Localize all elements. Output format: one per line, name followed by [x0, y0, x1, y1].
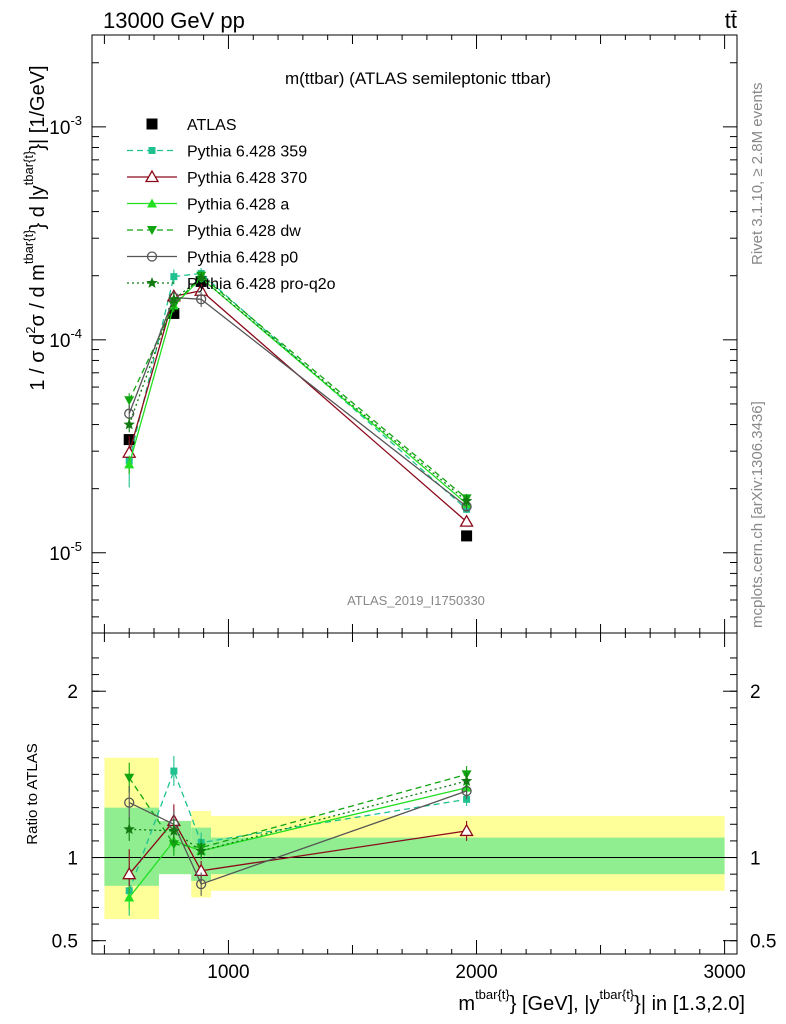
ratio-data-point	[195, 844, 207, 856]
y-tick-base: 10	[49, 118, 70, 139]
ratio-data-point	[122, 866, 137, 880]
ylabel-part-d: }| [1/GeV]	[27, 65, 49, 150]
legend: ATLAS Pythia 6.428 359 Pythia 6.428 370 Pyt…	[127, 117, 336, 293]
legend-marker	[148, 147, 156, 154]
data-point	[124, 396, 135, 406]
ratio-y-tick-label-right: 2	[750, 682, 761, 703]
ratio-data-point	[168, 824, 180, 836]
data-point	[168, 307, 180, 319]
ratio-y-tick-label-right: 1	[750, 849, 761, 870]
ratio-data-point	[124, 797, 135, 808]
ratio-data-point	[124, 773, 135, 783]
series-line	[128, 274, 468, 499]
data-point	[195, 272, 207, 283]
y-tick-label: 10-3	[49, 113, 82, 139]
y-tick-label: 10-5	[49, 539, 82, 565]
series-line	[128, 296, 468, 508]
uncertainty-band-inner	[211, 837, 725, 875]
ratio-data-point	[459, 823, 474, 837]
data-point	[459, 514, 474, 527]
ratio-y-tick-label: 1	[67, 849, 78, 870]
ratio-y-tick-label: 2	[67, 682, 78, 703]
data-point	[123, 418, 135, 430]
ratio-series-line	[128, 790, 467, 885]
energy-label: 13000 GeV pp	[103, 8, 245, 33]
ratio-data-point	[124, 892, 135, 902]
legend-label: Pythia 6.428 pro-q2o	[187, 276, 336, 293]
ratio-y-tick-label-right: 0.5	[750, 932, 776, 953]
data-point	[461, 530, 473, 542]
ratio-data-point	[123, 823, 135, 835]
legend-marker	[147, 198, 157, 208]
y-tick-base: 10	[49, 544, 70, 565]
legend-marker	[144, 169, 160, 183]
y-tick-exponent: -5	[70, 539, 82, 554]
analysis-watermark: ATLAS_2019_I1750330	[347, 593, 485, 608]
series-line	[128, 277, 468, 502]
ylabel-sup-rap: tbar{t}	[21, 150, 36, 185]
main-title: m(ttbar) (ATLAS semileptonic ttbar)	[285, 69, 551, 88]
source-label: mcplots.cern.ch [arXiv:1306.3436]	[749, 401, 766, 628]
ylabel-sup-mass: tbar{t}	[21, 229, 36, 264]
series-line	[128, 289, 468, 523]
xlabel-part-c: }| in [1.3,2.0]	[634, 993, 745, 1015]
legend-label: Pythia 6.428 370	[187, 170, 307, 187]
x-tick-label: 3000	[703, 962, 745, 983]
xlabel-part-b: } [GeV], |y	[510, 993, 600, 1015]
ylabel-part-b: σ / d m	[27, 264, 49, 326]
data-point	[124, 459, 135, 469]
data-point	[170, 273, 178, 281]
main-y-axis-label: 1 / σ d2σ / d mtbar{t}} d |ytbar{t}}| [1…	[21, 65, 49, 390]
legend-marker	[146, 118, 158, 130]
ratio-y-tick-label: 0.5	[52, 932, 78, 953]
legend-label: ATLAS	[187, 117, 237, 134]
ylabel-part-c: } d |y	[27, 185, 49, 229]
ratio-series-layer	[122, 756, 474, 916]
ratio-frame	[91, 632, 738, 955]
ratio-y-axis-label: Ratio to ATLAS	[24, 743, 41, 844]
data-point	[196, 294, 207, 305]
xlabel-part-a: m	[458, 993, 475, 1015]
ratio-data-point	[170, 767, 178, 775]
legend-marker	[146, 277, 158, 288]
data-point	[460, 495, 473, 506]
legend-marker	[147, 226, 157, 235]
ratio-data-point	[460, 775, 473, 786]
series-line	[128, 277, 468, 505]
y-tick-label: 10-4	[49, 326, 82, 352]
x-axis-label: mtbar{t}} [GeV], |ytbar{t}}| in [1.3,2.0…	[458, 987, 745, 1015]
rivet-label: Rivet 3.1.10, ≥ 2.8M events	[749, 83, 766, 266]
legend-label: Pythia 6.428 a	[187, 197, 289, 214]
xlabel-sup-mass: tbar{t}	[475, 987, 510, 1002]
x-tick-label: 2000	[455, 962, 497, 983]
ratio-axes: 0.5 0.5 1 1 2 2 1000 2000 3000	[52, 633, 776, 983]
ylabel-part-a: 1 / σ d	[27, 334, 49, 391]
legend-label: Pythia 6.428 dw	[187, 223, 301, 240]
data-point	[168, 293, 180, 305]
legend-label: Pythia 6.428 p0	[187, 250, 298, 267]
series-line	[128, 272, 468, 510]
ratio-bands-layer	[92, 757, 737, 920]
legend-marker	[146, 251, 158, 262]
ylabel-sup-2: 2	[23, 327, 38, 334]
main-panel: 10-510-410-3 m(ttbar) (ATLAS semileptoni…	[21, 34, 738, 634]
xlabel-sup-rap: tbar{t}	[599, 987, 634, 1002]
ratio-series-line	[128, 769, 467, 892]
main-series-layer	[122, 268, 474, 542]
ratio-series-line	[128, 773, 467, 849]
legend-label: Pythia 6.428 359	[187, 144, 307, 161]
ratio-data-point	[196, 878, 207, 890]
y-tick-exponent: -4	[70, 326, 82, 341]
ratio-data-point	[168, 840, 179, 850]
x-tick-label: 1000	[207, 962, 249, 983]
y-tick-base: 10	[49, 331, 70, 352]
main-axes: 10-510-410-3	[49, 35, 737, 633]
process-label: tt̄	[725, 8, 737, 33]
y-tick-exponent: -3	[70, 113, 82, 128]
ratio-series-line	[129, 780, 467, 852]
